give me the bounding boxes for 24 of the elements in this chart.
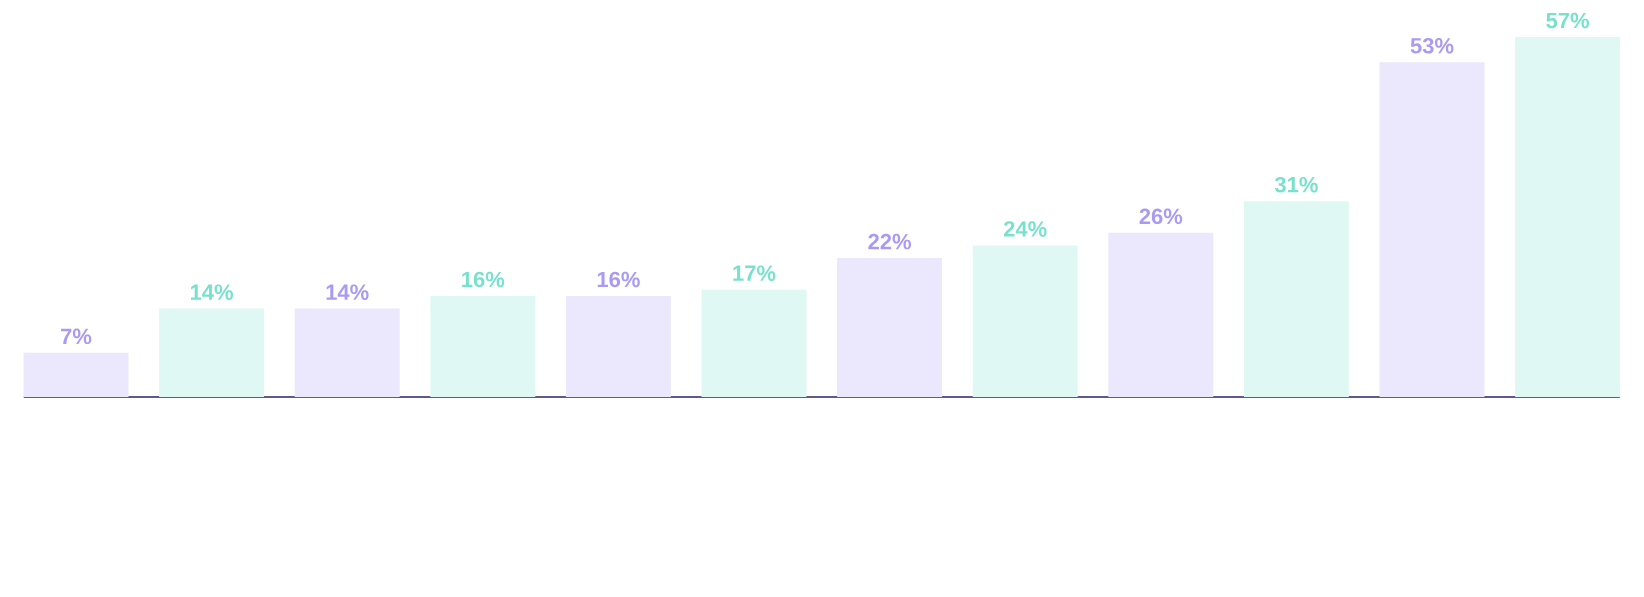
data-label: 17% <box>733 265 776 281</box>
data-label: 16% <box>597 271 640 288</box>
data-label: 57% <box>1546 12 1590 29</box>
bar <box>565 295 671 397</box>
data-label: 53% <box>1410 37 1454 54</box>
bar <box>159 308 265 397</box>
bar <box>1515 37 1621 397</box>
bar <box>837 258 943 397</box>
bar <box>1108 232 1214 397</box>
bar <box>1243 201 1349 397</box>
data-label: 24% <box>1003 221 1047 237</box>
data-label: 7% <box>61 328 92 345</box>
data-label: 31% <box>1274 176 1318 193</box>
data-label: 26% <box>1139 208 1183 225</box>
data-label: 14% <box>326 284 369 300</box>
bar <box>972 245 1078 397</box>
data-label: 22% <box>868 233 912 250</box>
bar <box>430 295 536 397</box>
data-label: 16% <box>462 271 505 288</box>
bar <box>294 308 400 397</box>
bar <box>701 289 807 397</box>
bar <box>1379 62 1485 397</box>
bar <box>23 352 129 397</box>
data-label: 14% <box>190 284 234 300</box>
